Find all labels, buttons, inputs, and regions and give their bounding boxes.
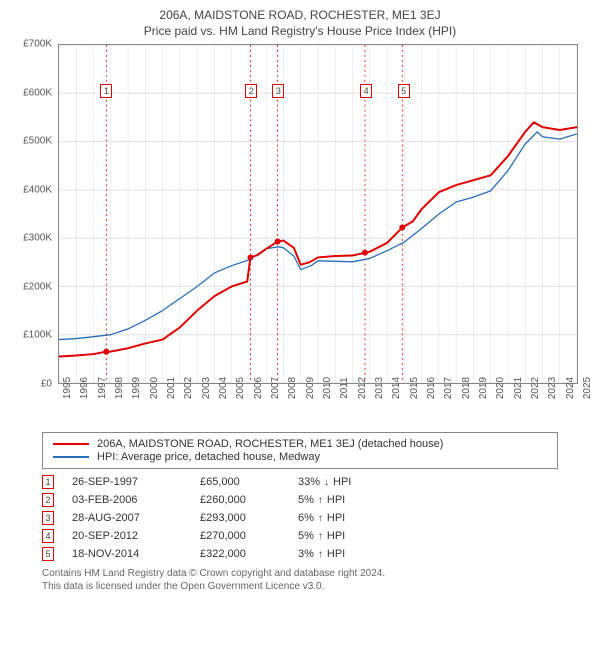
x-tick-label: 2001	[166, 377, 177, 399]
x-tick-label: 2013	[374, 377, 385, 399]
x-tick-label: 2020	[495, 377, 506, 399]
page-subtitle: Price paid vs. HM Land Registry's House …	[12, 24, 588, 38]
event-marker: 3	[272, 84, 284, 98]
arrow-up-icon: ↑	[318, 531, 323, 542]
x-tick-label: 2007	[270, 377, 281, 399]
event-marker: 1	[100, 84, 112, 98]
y-tick-label: £0	[41, 379, 52, 390]
x-tick-label: 2003	[201, 377, 212, 399]
event-marker: 5	[398, 84, 410, 98]
y-tick-label: £600K	[23, 87, 52, 98]
x-tick-label: 2024	[565, 377, 576, 399]
sale-date: 26-SEP-1997	[72, 476, 182, 488]
sale-delta: 6%↑HPI	[298, 512, 408, 524]
x-tick-label: 2006	[253, 377, 264, 399]
x-tick-label: 1999	[131, 377, 142, 399]
x-tick-label: 1998	[114, 377, 125, 399]
footer-line-2: This data is licensed under the Open Gov…	[42, 580, 558, 593]
x-tick-label: 2015	[409, 377, 420, 399]
sale-delta: 5%↑HPI	[298, 530, 408, 542]
arrow-up-icon: ↑	[318, 495, 323, 506]
y-tick-label: £400K	[23, 184, 52, 195]
y-tick-label: £300K	[23, 233, 52, 244]
sale-row: 4 20-SEP-2012 £270,000 5%↑HPI	[42, 529, 558, 543]
y-tick-label: £500K	[23, 136, 52, 147]
page-title: 206A, MAIDSTONE ROAD, ROCHESTER, ME1 3EJ	[12, 8, 588, 22]
x-tick-label: 1995	[62, 377, 73, 399]
sale-index: 1	[42, 475, 54, 489]
y-axis-labels: £0£100K£200K£300K£400K£500K£600K£700K	[12, 44, 56, 384]
sale-delta: 5%↑HPI	[298, 494, 408, 506]
sale-delta: 3%↑HPI	[298, 548, 408, 560]
sale-price: £65,000	[200, 476, 280, 488]
chart: £0£100K£200K£300K£400K£500K£600K£700K 12…	[12, 44, 588, 428]
legend-swatch	[53, 443, 89, 445]
x-tick-label: 2021	[513, 377, 524, 399]
legend-label: 206A, MAIDSTONE ROAD, ROCHESTER, ME1 3EJ…	[97, 438, 443, 450]
x-tick-label: 2009	[305, 377, 316, 399]
sale-index: 5	[42, 547, 54, 561]
footer-line-1: Contains HM Land Registry data © Crown c…	[42, 567, 558, 580]
x-tick-label: 2018	[461, 377, 472, 399]
x-tick-label: 2023	[547, 377, 558, 399]
event-marker: 2	[245, 84, 257, 98]
sales-table: 1 26-SEP-1997 £65,000 33%↓HPI 2 03-FEB-2006 £2…	[42, 475, 558, 561]
x-tick-label: 2005	[235, 377, 246, 399]
sale-row: 3 28-AUG-2007 £293,000 6%↑HPI	[42, 511, 558, 525]
legend-row: HPI: Average price, detached house, Medw…	[53, 451, 547, 463]
x-tick-label: 2016	[426, 377, 437, 399]
sale-index: 3	[42, 511, 54, 525]
x-tick-label: 2014	[391, 377, 402, 399]
x-tick-label: 2022	[530, 377, 541, 399]
x-tick-label: 2008	[287, 377, 298, 399]
legend-swatch	[53, 456, 89, 457]
x-tick-label: 2000	[149, 377, 160, 399]
sale-delta: 33%↓HPI	[298, 476, 408, 488]
sale-price: £260,000	[200, 494, 280, 506]
sale-date: 28-AUG-2007	[72, 512, 182, 524]
x-tick-label: 1996	[79, 377, 90, 399]
x-tick-label: 2010	[322, 377, 333, 399]
event-marker: 4	[360, 84, 372, 98]
y-tick-label: £200K	[23, 281, 52, 292]
x-tick-label: 2019	[478, 377, 489, 399]
y-tick-label: £700K	[23, 39, 52, 50]
plot-area: 1 2 3 4 5	[58, 44, 578, 384]
sale-price: £293,000	[200, 512, 280, 524]
x-axis-labels: 1995199619971998199920002001200220032004…	[58, 388, 578, 428]
legend: 206A, MAIDSTONE ROAD, ROCHESTER, ME1 3EJ…	[42, 432, 558, 469]
x-tick-label: 2025	[582, 377, 593, 399]
sale-price: £270,000	[200, 530, 280, 542]
legend-row: 206A, MAIDSTONE ROAD, ROCHESTER, ME1 3EJ…	[53, 438, 547, 450]
sale-row: 5 18-NOV-2014 £322,000 3%↑HPI	[42, 547, 558, 561]
legend-label: HPI: Average price, detached house, Medw…	[97, 451, 320, 463]
x-tick-label: 2017	[443, 377, 454, 399]
sale-index: 2	[42, 493, 54, 507]
x-tick-label: 2012	[357, 377, 368, 399]
y-tick-label: £100K	[23, 330, 52, 341]
x-tick-label: 1997	[97, 377, 108, 399]
x-tick-label: 2002	[183, 377, 194, 399]
footer: Contains HM Land Registry data © Crown c…	[42, 567, 558, 593]
x-tick-label: 2011	[339, 377, 350, 399]
sale-row: 1 26-SEP-1997 £65,000 33%↓HPI	[42, 475, 558, 489]
sale-date: 18-NOV-2014	[72, 548, 182, 560]
sale-date: 20-SEP-2012	[72, 530, 182, 542]
sale-row: 2 03-FEB-2006 £260,000 5%↑HPI	[42, 493, 558, 507]
arrow-up-icon: ↑	[318, 513, 323, 524]
arrow-down-icon: ↓	[324, 477, 329, 488]
sale-price: £322,000	[200, 548, 280, 560]
x-tick-label: 2004	[218, 377, 229, 399]
arrow-up-icon: ↑	[318, 549, 323, 560]
sale-index: 4	[42, 529, 54, 543]
sale-date: 03-FEB-2006	[72, 494, 182, 506]
